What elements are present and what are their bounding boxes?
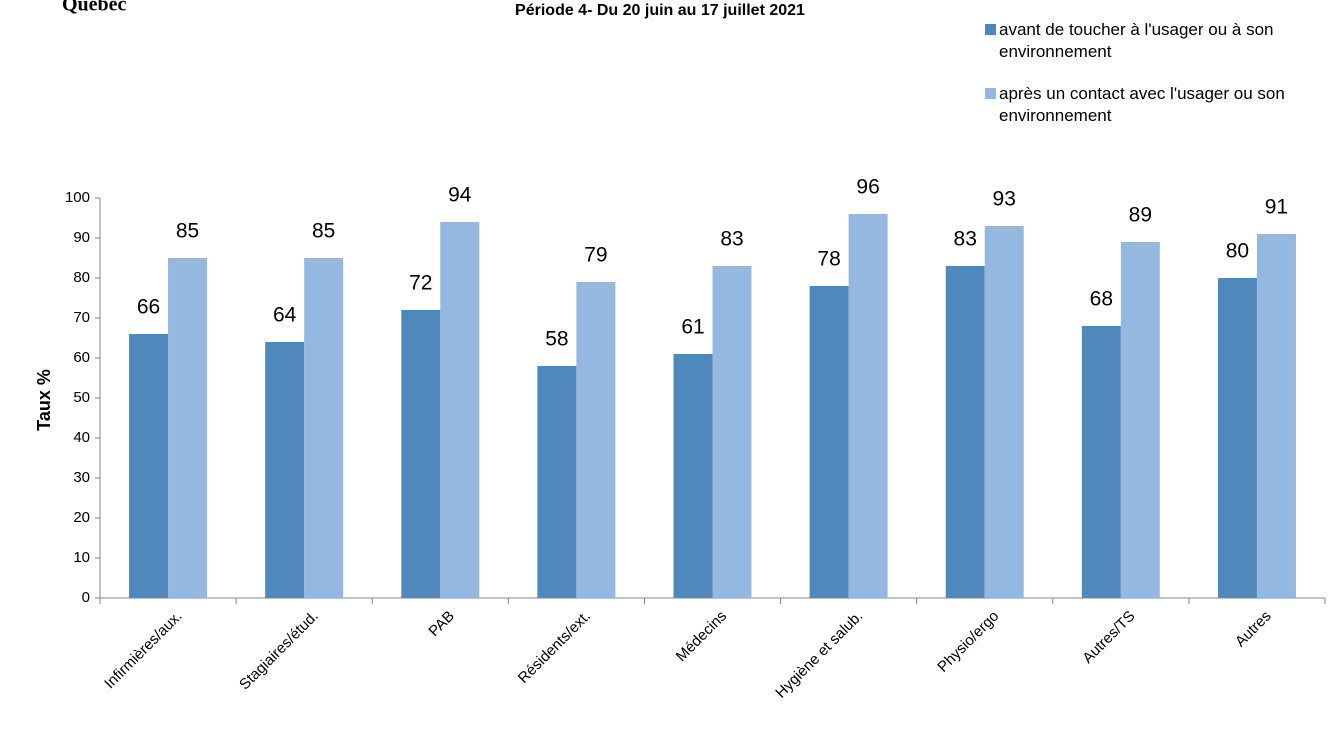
data-label: 83 <box>954 228 977 251</box>
bar <box>168 258 208 598</box>
logo: Québec <box>62 0 127 16</box>
data-label: 89 <box>1129 204 1152 227</box>
x-tick-label: Stagiaires/étud. <box>236 608 322 694</box>
bar <box>440 222 480 598</box>
y-tick-label: 10 <box>73 549 90 566</box>
y-tick-label: 90 <box>73 229 90 246</box>
bar <box>1256 234 1296 598</box>
data-label: 78 <box>817 248 840 271</box>
x-tick-label: Résidents/ext. <box>515 608 594 687</box>
data-label: 93 <box>993 188 1016 211</box>
y-tick-label: 60 <box>73 349 90 366</box>
data-label: 64 <box>273 304 297 327</box>
y-tick-label: 0 <box>82 589 90 606</box>
legend-swatch <box>985 24 996 35</box>
x-tick-label: Autres/TS <box>1079 608 1138 667</box>
data-label: 68 <box>1090 288 1113 311</box>
data-label: 83 <box>720 228 743 251</box>
data-label: 94 <box>448 184 472 207</box>
data-label: 96 <box>856 176 879 199</box>
x-tick-label: Autres <box>1232 608 1275 651</box>
bar <box>576 282 616 598</box>
bar <box>129 334 169 598</box>
legend-label: avant de toucher à l'usager ou à son env… <box>999 20 1274 61</box>
legend-item: avant de toucher à l'usager ou à son env… <box>985 19 1330 63</box>
bar <box>537 366 577 598</box>
bar <box>1120 242 1160 598</box>
bar <box>401 310 441 598</box>
y-tick-label: 40 <box>73 429 90 446</box>
data-label: 79 <box>584 244 607 267</box>
x-tick-label: Physio/ergo <box>934 608 1002 676</box>
bar <box>712 266 752 598</box>
chart-title: Période 4- Du 20 juin au 17 juillet 2021 <box>515 2 805 19</box>
data-label: 85 <box>176 220 199 243</box>
legend-item: après un contact avec l'usager ou son en… <box>985 83 1330 127</box>
legend-swatch <box>985 88 996 99</box>
data-label: 66 <box>137 296 160 319</box>
y-tick-label: 30 <box>73 469 90 486</box>
x-tick-label: Hygiène et salub. <box>772 608 866 702</box>
y-tick-label: 20 <box>73 509 90 526</box>
data-label: 80 <box>1226 240 1249 263</box>
data-label: 91 <box>1265 196 1288 219</box>
bar <box>1217 278 1257 598</box>
y-tick-label: 70 <box>73 309 90 326</box>
bar <box>945 266 985 598</box>
x-tick-label: Médecins <box>673 608 730 665</box>
data-label: 72 <box>409 272 432 295</box>
data-label: 85 <box>312 220 335 243</box>
bar <box>809 286 849 598</box>
legend-label: après un contact avec l'usager ou son en… <box>999 84 1285 125</box>
y-tick-label: 80 <box>73 269 90 286</box>
y-tick-label: 100 <box>65 189 90 206</box>
y-axis-label: Taux % <box>34 369 54 431</box>
y-tick-label: 50 <box>73 389 90 406</box>
bar <box>265 342 305 598</box>
bar <box>1081 326 1121 598</box>
data-label: 61 <box>681 316 704 339</box>
data-label: 58 <box>545 328 568 351</box>
x-tick-label: Infirmières/aux. <box>101 608 186 693</box>
bar <box>304 258 344 598</box>
bar <box>673 354 713 598</box>
x-tick-label: PAB <box>425 608 457 640</box>
bar <box>984 226 1024 598</box>
bar <box>848 214 888 598</box>
